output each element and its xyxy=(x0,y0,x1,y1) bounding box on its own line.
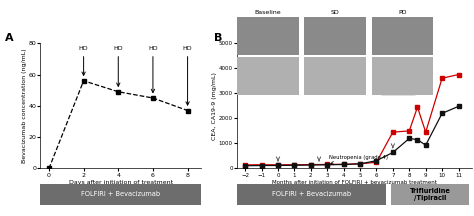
Legend: CA19-9, CEA: CA19-9, CEA xyxy=(381,78,416,95)
CA19-9 xyxy=(415,106,420,108)
CA19-9 xyxy=(456,73,461,76)
CEA xyxy=(259,164,264,167)
CEA xyxy=(357,163,363,165)
CEA xyxy=(341,163,346,166)
Text: B: B xyxy=(213,33,222,43)
CA19-9 xyxy=(324,163,330,166)
CA19-9 xyxy=(374,161,379,164)
CEA xyxy=(324,164,330,166)
Line: CEA: CEA xyxy=(244,105,460,167)
CEA xyxy=(406,137,412,140)
CEA xyxy=(374,159,379,162)
CA19-9 xyxy=(341,163,346,166)
CA19-9 xyxy=(242,164,248,166)
Text: A: A xyxy=(5,33,13,43)
Y-axis label: CEA, CA19-9 (mg/mL): CEA, CA19-9 (mg/mL) xyxy=(212,72,218,140)
Text: HD: HD xyxy=(113,46,123,86)
CEA xyxy=(275,164,281,167)
Text: PD: PD xyxy=(398,10,407,15)
CA19-9 xyxy=(308,163,314,166)
CA19-9 xyxy=(390,131,396,133)
CA19-9 xyxy=(292,164,297,166)
Y-axis label: Bevacizumab concentration (ng/mL): Bevacizumab concentration (ng/mL) xyxy=(22,49,27,163)
Text: HD: HD xyxy=(148,46,158,93)
CA19-9 xyxy=(423,131,428,133)
Text: HD: HD xyxy=(79,46,89,75)
Text: Neutropenia (grade 4): Neutropenia (grade 4) xyxy=(329,155,388,164)
CEA xyxy=(456,105,461,108)
CEA xyxy=(390,151,396,154)
CA19-9 xyxy=(439,77,445,79)
Text: Trifluridine
/Tipiracil: Trifluridine /Tipiracil xyxy=(410,188,451,201)
CEA xyxy=(308,164,314,166)
CEA xyxy=(415,138,420,141)
CA19-9 xyxy=(259,164,264,166)
Line: CA19-9: CA19-9 xyxy=(244,73,460,166)
CA19-9 xyxy=(406,130,412,132)
CA19-9 xyxy=(275,164,281,166)
X-axis label: Days after initiation of treatment: Days after initiation of treatment xyxy=(69,180,173,185)
CEA xyxy=(292,164,297,167)
Text: HD: HD xyxy=(183,46,192,105)
Text: Baseline: Baseline xyxy=(255,10,281,15)
X-axis label: Months after initiation of FOLFIRI + bevacizumab treatment: Months after initiation of FOLFIRI + bev… xyxy=(272,180,437,185)
CEA xyxy=(423,144,428,146)
Text: SD: SD xyxy=(331,10,339,15)
Text: FOLFIRI + Bevacizumab: FOLFIRI + Bevacizumab xyxy=(272,191,351,197)
CEA xyxy=(242,164,248,167)
CEA xyxy=(439,112,445,115)
CA19-9 xyxy=(357,163,363,165)
Text: FOLFIRI + Bevacizumab: FOLFIRI + Bevacizumab xyxy=(82,191,160,197)
